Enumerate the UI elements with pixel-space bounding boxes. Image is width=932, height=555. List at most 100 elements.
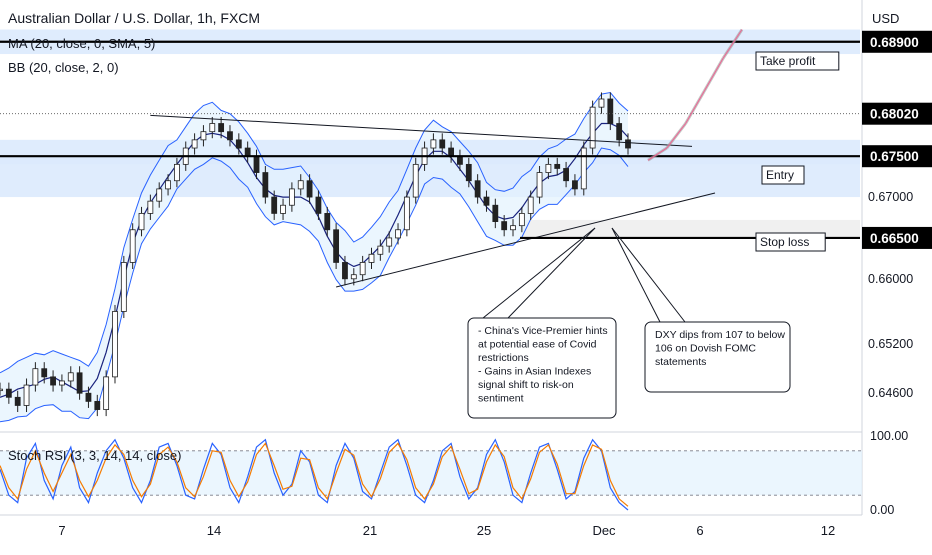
candle-body [76,372,83,394]
trendline-upper [150,114,693,147]
price-tag-label: 0.66500 [870,231,919,246]
candle-body [0,388,3,392]
y-tick-label: 0.65200 [868,337,913,351]
x-tick-label: Dec [592,523,616,538]
candle-body [598,98,605,108]
candle-body [536,172,543,198]
candle-body [368,253,375,263]
y-tick-label: 0.64600 [868,386,913,400]
note-box-frame [644,321,791,393]
candle-body [554,163,561,169]
level-tag-box [755,51,840,71]
candle-body [483,196,490,206]
candle-body [457,155,463,165]
price-tag-box [862,30,932,53]
projection-path [666,123,686,149]
candle-body [589,106,596,149]
price-tag-box [862,102,932,125]
candle-body [572,180,578,190]
stoch-line-d [0,442,629,507]
candle-body [510,225,516,231]
candle-body [59,380,65,386]
candle-body [625,139,631,149]
level-tag-box [755,232,826,252]
candle-body [324,213,331,231]
y-tick-label: 0.67000 [868,190,913,204]
candle-body [439,139,446,149]
candle-body [359,262,366,276]
candle-body [244,147,251,157]
candle-body [235,139,242,149]
candle-body [23,384,30,406]
note-text-line: - China's Vice-Premier hints [478,325,608,337]
level-tag-box [761,165,805,185]
candle-body [465,163,472,182]
x-tick-label: 6 [696,523,703,538]
candle-body [607,98,614,124]
candle-body [209,123,216,133]
price-tag-box [862,145,932,168]
projection-path [647,147,668,161]
trendline-lower [335,192,716,288]
candle-body [262,172,269,198]
note-pointer [507,227,596,319]
moving-average-line [0,122,629,398]
price-tag-label: 0.67500 [870,149,919,164]
note-text-line: sentiment [478,393,524,405]
projection-path [722,29,743,59]
currency-label: USD [872,11,899,26]
candle-body [41,368,48,378]
candle-body [333,229,340,263]
candle-body [156,188,163,202]
indicator-ma-label[interactable]: MA (20, close, 0, SMA, 5) [8,36,156,51]
chart-title: Australian Dollar / U.S. Dollar, 1h, FXC… [8,10,261,26]
note-text-line: restrictions [478,352,529,364]
candle-body [112,311,118,378]
candle-body [227,131,233,141]
y-tick-label: 0.66000 [868,272,913,286]
candle-body [306,180,313,198]
stoch-line-k [0,438,629,511]
note-pointer [611,227,686,323]
candle-body [545,163,552,173]
candle-body [120,262,127,312]
level-tag-label: Take profit [760,54,816,68]
candle-body [191,139,198,149]
news-note-dxy: DXY dips from 107 to below 106 on Dovish … [611,227,791,393]
news-note-china: - China's Vice-Premier hints at potential… [467,227,617,419]
candle-body [218,123,225,133]
candle-body [280,204,286,214]
stoch-y-tick: 0.00 [870,503,894,517]
candle-body [129,229,136,263]
x-tick-label: 25 [477,523,491,538]
candle-body [32,368,39,386]
candle-body [501,221,508,231]
x-tick-label: 21 [363,523,377,538]
candle-body [200,131,207,141]
candle-body [395,229,401,239]
candle-body [297,180,304,190]
level-tag-label: Stop loss [760,235,809,249]
note-text-line: statements [655,356,706,368]
note-text-line: at potential ease of Covid [478,339,597,351]
candle-body [527,196,534,214]
candle-body [138,213,145,231]
indicator-bb-label[interactable]: BB (20, close, 2, 0) [8,60,119,75]
candle-body [147,200,154,214]
candle-body [85,392,92,402]
candle-body [67,372,74,382]
candle-body [342,262,348,280]
candle-body [474,180,481,198]
note-text-line: - Gains in Asian Indexes [478,366,591,378]
candle-body [50,376,56,386]
candle-body [14,396,21,406]
note-text-line: 106 on Dovish FOMC [655,343,756,355]
note-pointer [482,227,596,319]
note-text-line: DXY dips from 107 to below [655,329,785,341]
candle-body [616,123,623,141]
candle-body [563,168,569,182]
stoch-y-tick: 100.00 [870,429,908,443]
candle-body [403,196,410,231]
